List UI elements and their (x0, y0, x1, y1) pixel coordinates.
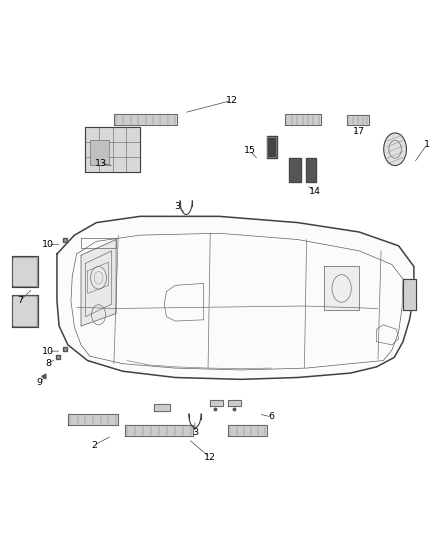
Polygon shape (267, 136, 277, 158)
Polygon shape (403, 279, 416, 310)
Text: 13: 13 (95, 158, 107, 167)
Text: 6: 6 (268, 413, 275, 422)
Text: 14: 14 (309, 187, 321, 196)
Text: 8: 8 (45, 359, 51, 368)
Text: 17: 17 (353, 127, 365, 136)
Polygon shape (210, 400, 223, 406)
Text: 1: 1 (424, 140, 430, 149)
Text: 3: 3 (174, 203, 180, 212)
Polygon shape (57, 216, 414, 379)
Polygon shape (306, 158, 316, 182)
Text: 15: 15 (244, 146, 256, 155)
Polygon shape (228, 400, 241, 406)
Polygon shape (12, 295, 38, 327)
Polygon shape (228, 424, 267, 436)
Polygon shape (125, 424, 193, 436)
Text: 10: 10 (42, 240, 54, 249)
Text: 9: 9 (36, 378, 42, 387)
Polygon shape (347, 115, 369, 125)
Polygon shape (85, 127, 140, 173)
Text: 10: 10 (42, 346, 54, 356)
Polygon shape (12, 256, 38, 287)
Text: 7: 7 (17, 296, 23, 305)
Polygon shape (285, 114, 321, 125)
Polygon shape (324, 266, 359, 310)
Text: 3: 3 (192, 428, 198, 437)
Circle shape (384, 133, 406, 166)
Polygon shape (114, 114, 177, 125)
Polygon shape (289, 158, 301, 182)
Text: 12: 12 (226, 96, 238, 105)
Polygon shape (154, 405, 170, 411)
Bar (90, 140, 109, 165)
Text: 2: 2 (91, 441, 97, 450)
Polygon shape (68, 414, 118, 425)
Polygon shape (81, 239, 116, 326)
Text: 12: 12 (204, 453, 216, 462)
